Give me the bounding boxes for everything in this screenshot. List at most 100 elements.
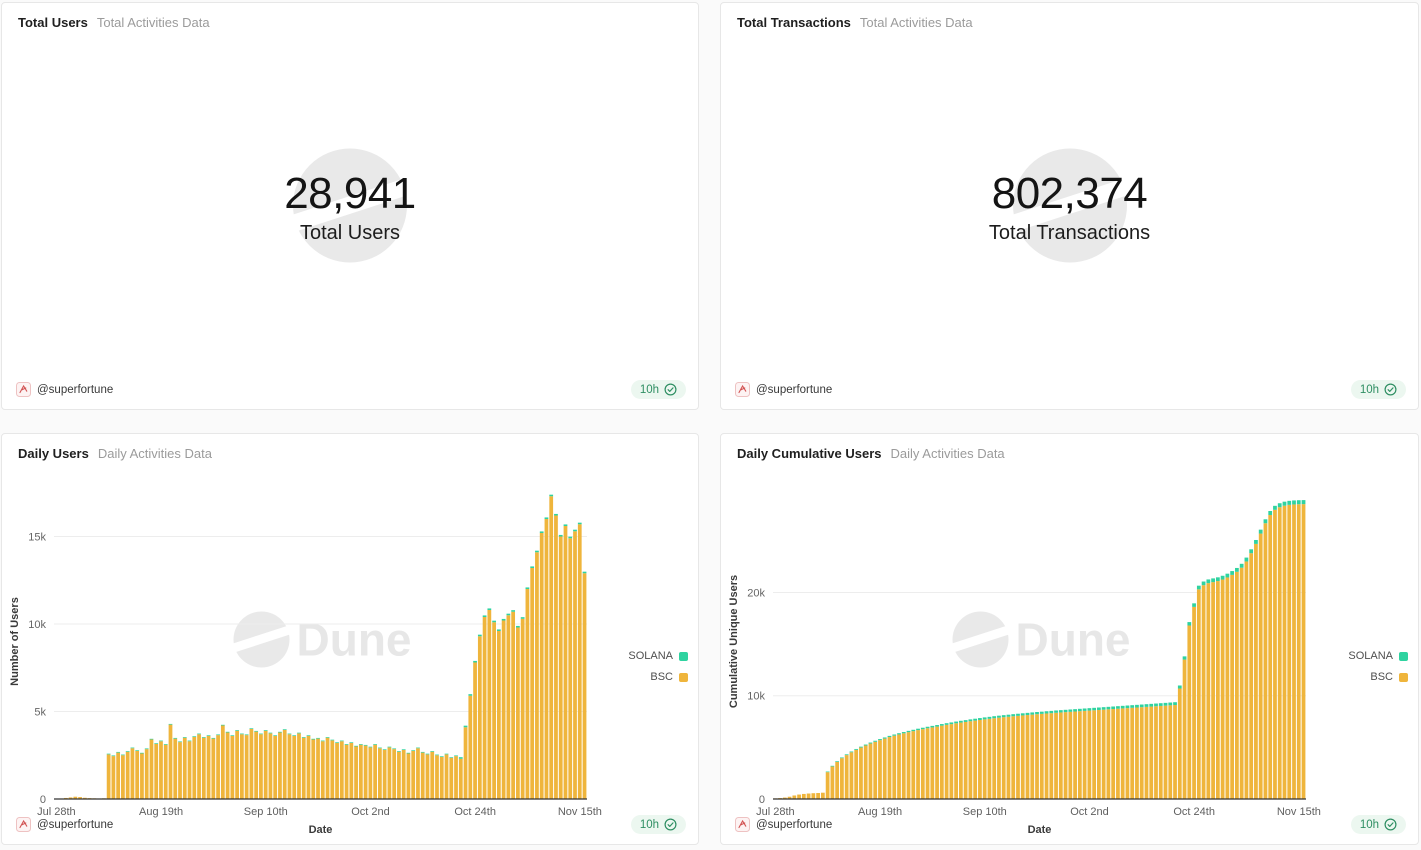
bar-bsc[interactable] [154,743,159,799]
bar-bsc[interactable] [496,631,501,799]
bar-bsc[interactable] [1263,523,1268,799]
bar-solana[interactable] [411,750,416,751]
bar-bsc[interactable] [239,734,244,799]
bar-bsc[interactable] [782,797,787,799]
bar-solana[interactable] [1082,708,1087,711]
panel-title[interactable]: Daily Users [18,446,89,461]
bar-solana[interactable] [1020,713,1025,716]
bar-solana[interactable] [516,625,520,628]
bar-solana[interactable] [939,724,944,726]
bar-bsc[interactable] [911,731,916,799]
bar-bsc[interactable] [892,735,897,799]
bar-solana[interactable] [435,754,439,756]
bar-bsc[interactable] [358,744,363,799]
bar-solana[interactable] [1249,549,1254,554]
bar-bsc[interactable] [1292,504,1296,799]
bar-bsc[interactable] [301,737,306,799]
bar-solana[interactable] [178,741,182,743]
bar-bsc[interactable] [206,736,211,799]
bar-solana[interactable] [1296,500,1301,505]
bar-solana[interactable] [297,732,301,734]
bar-solana[interactable] [1263,519,1268,524]
bar-solana[interactable] [549,494,554,497]
bar-bsc[interactable] [925,728,930,799]
bar-solana[interactable] [1049,710,1054,714]
bar-solana[interactable] [192,736,197,737]
panel-title[interactable]: Daily Cumulative Users [737,446,882,461]
bar-bsc[interactable] [949,724,954,799]
bar-solana[interactable] [292,735,297,736]
bar-bsc[interactable] [1201,585,1206,799]
legend-item-bsc[interactable]: BSC [650,671,688,683]
bar-solana[interactable] [1111,706,1116,710]
bar-solana[interactable] [1201,581,1206,586]
bar-solana[interactable] [1044,711,1049,714]
bar-bsc[interactable] [268,733,273,799]
bar-solana[interactable] [1235,567,1239,572]
bar-solana[interactable] [1016,713,1020,716]
bar-solana[interactable] [882,737,887,739]
bar-solana[interactable] [468,694,473,696]
bar-solana[interactable] [1011,714,1016,717]
bar-solana[interactable] [1001,715,1006,718]
bar-bsc[interactable] [1073,711,1077,799]
bar-bsc[interactable] [420,752,425,799]
bar-solana[interactable] [854,748,859,750]
bar-solana[interactable] [1025,712,1030,716]
bar-solana[interactable] [235,730,239,731]
bar-bsc[interactable] [1087,710,1092,799]
bar-solana[interactable] [501,618,506,621]
bar-solana[interactable] [311,738,316,740]
bar-solana[interactable] [1211,578,1215,583]
bar-bsc[interactable] [849,752,854,799]
bar-bsc[interactable] [887,737,892,799]
bar-bsc[interactable] [430,751,435,799]
bar-solana[interactable] [997,715,1001,718]
bar-bsc[interactable] [1011,716,1016,799]
bar-bsc[interactable] [511,611,516,799]
bar-bsc[interactable] [1244,561,1249,799]
bar-solana[interactable] [121,754,125,756]
bar-bsc[interactable] [244,735,249,799]
bar-solana[interactable] [273,735,278,736]
bar-solana[interactable] [982,717,987,720]
bar-bsc[interactable] [473,662,477,800]
bar-bsc[interactable] [882,738,887,799]
bar-bsc[interactable] [425,754,430,799]
bar-bsc[interactable] [1020,715,1025,799]
bar-solana[interactable] [482,615,487,617]
bar-bsc[interactable] [378,748,382,799]
bar-bsc[interactable] [1116,708,1120,799]
bar-bsc[interactable] [978,719,982,799]
bar-solana[interactable] [1282,501,1287,506]
bar-bsc[interactable] [435,755,439,799]
bar-bsc[interactable] [1106,709,1111,799]
bar-bsc[interactable] [1063,712,1068,799]
bar-bsc[interactable] [1168,705,1173,799]
bar-bsc[interactable] [287,734,292,799]
bar-bsc[interactable] [944,724,949,799]
bar-solana[interactable] [1092,707,1097,711]
bar-solana[interactable] [1292,500,1296,505]
bar-solana[interactable] [316,737,320,739]
bar-bsc[interactable] [1206,583,1211,799]
bar-bsc[interactable] [1296,504,1301,799]
bar-solana[interactable] [539,531,544,533]
bar-solana[interactable] [1277,503,1282,508]
bar-bsc[interactable] [382,750,387,799]
bar-bsc[interactable] [182,737,187,799]
bar-bsc[interactable] [1192,606,1196,799]
bar-solana[interactable] [1139,704,1144,708]
bar-bsc[interactable] [539,533,544,799]
bar-bsc[interactable] [416,748,420,799]
bar-bsc[interactable] [201,737,206,799]
author-handle[interactable]: @superfortune [16,817,113,832]
bar-bsc[interactable] [1239,567,1244,799]
bar-bsc[interactable] [1039,713,1044,799]
bar-bsc[interactable] [373,744,378,799]
bar-bsc[interactable] [1273,509,1277,799]
bar-solana[interactable] [425,753,430,755]
bar-solana[interactable] [1125,705,1130,709]
bar-bsc[interactable] [178,742,182,799]
bar-solana[interactable] [554,513,558,516]
